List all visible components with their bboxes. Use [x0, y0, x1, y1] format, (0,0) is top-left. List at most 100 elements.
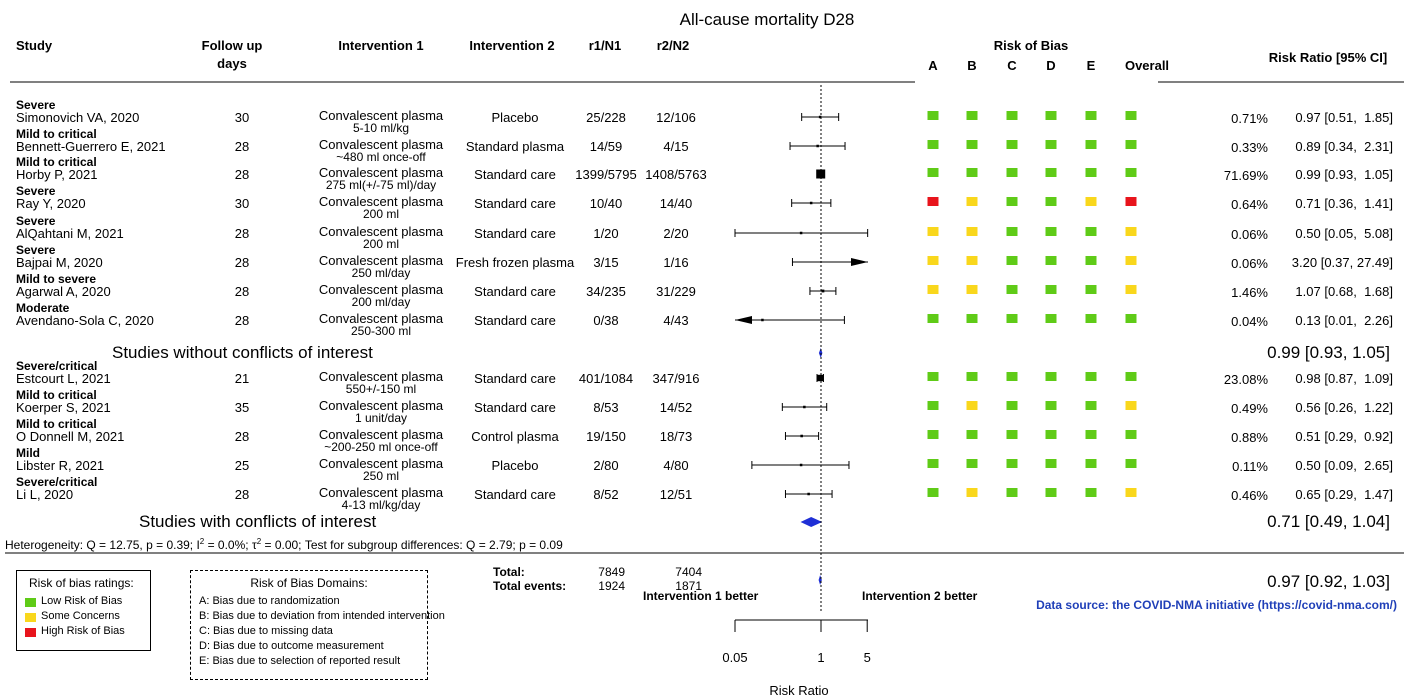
study-r1n1: 0/38 [593, 313, 619, 328]
rob-square-overall [1125, 168, 1137, 177]
rob-square-e [1085, 401, 1097, 410]
study-r1n1: 8/52 [593, 487, 619, 502]
study-intervention-1: Convalescent plasma [318, 398, 444, 413]
study-r2n2: 4/80 [663, 458, 689, 473]
rob-square-e [1085, 256, 1097, 265]
point-estimate [816, 144, 819, 148]
study-dose: 550+/-150 ml [345, 382, 417, 396]
study-dose: 250 ml [362, 469, 400, 483]
study-r2n2: 18/73 [659, 429, 693, 444]
rob-square-c [1006, 256, 1018, 265]
rob-square-a [927, 488, 939, 497]
study-weight: 71.69% [1223, 168, 1268, 183]
ci-arrow-left [735, 316, 752, 324]
total-label: Total: [493, 565, 525, 579]
header-rob-b: B [967, 58, 977, 73]
study-intervention-1: Convalescent plasma [318, 108, 444, 123]
study-ci: 0.89 [0.34, 2.31] [1295, 139, 1393, 154]
study-ci: 0.51 [0.29, 0.92] [1295, 429, 1393, 444]
rob-square-e [1085, 372, 1097, 381]
header-rob-c: C [1007, 58, 1017, 73]
study-name: O Donnell M, 2021 [16, 429, 125, 444]
rob-square-d [1045, 372, 1057, 381]
study-weight: 0.06% [1231, 256, 1268, 271]
study-intervention-2: Standard care [474, 284, 556, 299]
study-intervention-2: Standard care [474, 371, 556, 386]
x-axis-tick-label: 5 [864, 650, 871, 665]
rob-square-d [1045, 256, 1057, 265]
rob-square-e [1085, 140, 1097, 149]
study-r2n2: 1/16 [663, 255, 689, 270]
pooled-diamond [800, 517, 823, 527]
study-r2n2: 1408/5763 [645, 167, 707, 182]
rob-square-c [1006, 459, 1018, 468]
study-name: Bajpai M, 2020 [16, 255, 103, 270]
rob-square-e [1085, 430, 1097, 439]
study-name: Li L, 2020 [16, 487, 74, 502]
study-r2n2: 14/52 [659, 400, 693, 415]
heterogeneity-prefix: Heterogeneity: Q = 12.75, p = 0.39; I [5, 538, 200, 552]
header-rob-e: E [1086, 58, 1096, 73]
rob-square-a [927, 168, 939, 177]
rob-domains-legend: Risk of Bias Domains: A: Bias due to ran… [190, 570, 445, 680]
domain-e: E: Bias due to selection of reported res… [199, 655, 401, 667]
study-r2n2: 12/51 [659, 487, 693, 502]
study-weight: 1.46% [1231, 285, 1268, 300]
study-weight: 0.46% [1231, 488, 1268, 503]
study-follow-up: 28 [234, 255, 250, 270]
rob-square-overall [1125, 459, 1137, 468]
rob-square-d [1045, 401, 1057, 410]
point-estimate [799, 231, 803, 235]
study-severity: Mild to critical [16, 155, 97, 169]
rob-square-c [1006, 372, 1018, 381]
study-follow-up: 30 [234, 110, 250, 125]
rob-square-a [927, 401, 939, 410]
legend-swatch-high [25, 628, 36, 637]
rob-square-b [966, 488, 978, 497]
rob-square-a [927, 227, 939, 236]
rob-square-a [927, 256, 939, 265]
study-intervention-1: Convalescent plasma [318, 165, 444, 180]
rob-square-b [966, 372, 978, 381]
legend-some: Some Concerns [41, 610, 120, 622]
rob-square-overall [1125, 401, 1137, 410]
study-dose: 200 ml [362, 207, 400, 221]
legend-low: Low Risk of Bias [41, 595, 123, 607]
total-n2: 7404 [675, 565, 702, 579]
rob-square-c [1006, 430, 1018, 439]
overall-ci: 0.97 [0.92, 1.03] [1267, 572, 1390, 591]
study-ci: 0.50 [0.05, 5.08] [1295, 226, 1393, 241]
rob-square-a [927, 111, 939, 120]
header-risk-of-bias: Risk of Bias [993, 38, 1069, 53]
point-estimate [809, 201, 813, 205]
rob-square-d [1045, 430, 1057, 439]
header-follow-days: days [217, 56, 247, 71]
study-r2n2: 2/20 [663, 226, 689, 241]
study-dose: 1 unit/day [354, 411, 408, 425]
study-r2n2: 4/15 [663, 139, 689, 154]
point-estimate [799, 463, 803, 467]
rob-square-overall [1125, 227, 1137, 236]
study-r1n1: 19/150 [586, 429, 626, 444]
study-r1n1: 2/80 [593, 458, 619, 473]
study-name: Agarwal A, 2020 [16, 284, 111, 299]
study-r2n2: 12/106 [656, 110, 696, 125]
rob-square-b [966, 459, 978, 468]
legend-title: Risk of bias ratings: [29, 576, 134, 590]
study-severity: Mild to critical [16, 417, 97, 431]
header-overall: Overall [1124, 58, 1170, 73]
study-intervention-1: Convalescent plasma [318, 282, 444, 297]
overall-diamond [818, 575, 822, 585]
axis-title: Risk Ratio [769, 683, 829, 698]
rob-square-overall [1125, 430, 1137, 439]
study-intervention-1: Convalescent plasma [318, 427, 444, 442]
study-weight: 0.33% [1231, 140, 1268, 155]
heterogeneity-text: Heterogeneity: Q = 12.75, p = 0.39; I2 =… [5, 537, 563, 552]
study-r2n2: 347/916 [652, 371, 700, 386]
rob-square-c [1006, 168, 1018, 177]
rob-square-a [927, 430, 939, 439]
study-weight: 0.11% [1232, 459, 1268, 474]
study-intervention-2: Standard care [474, 400, 556, 415]
study-r1n1: 3/15 [593, 255, 619, 270]
